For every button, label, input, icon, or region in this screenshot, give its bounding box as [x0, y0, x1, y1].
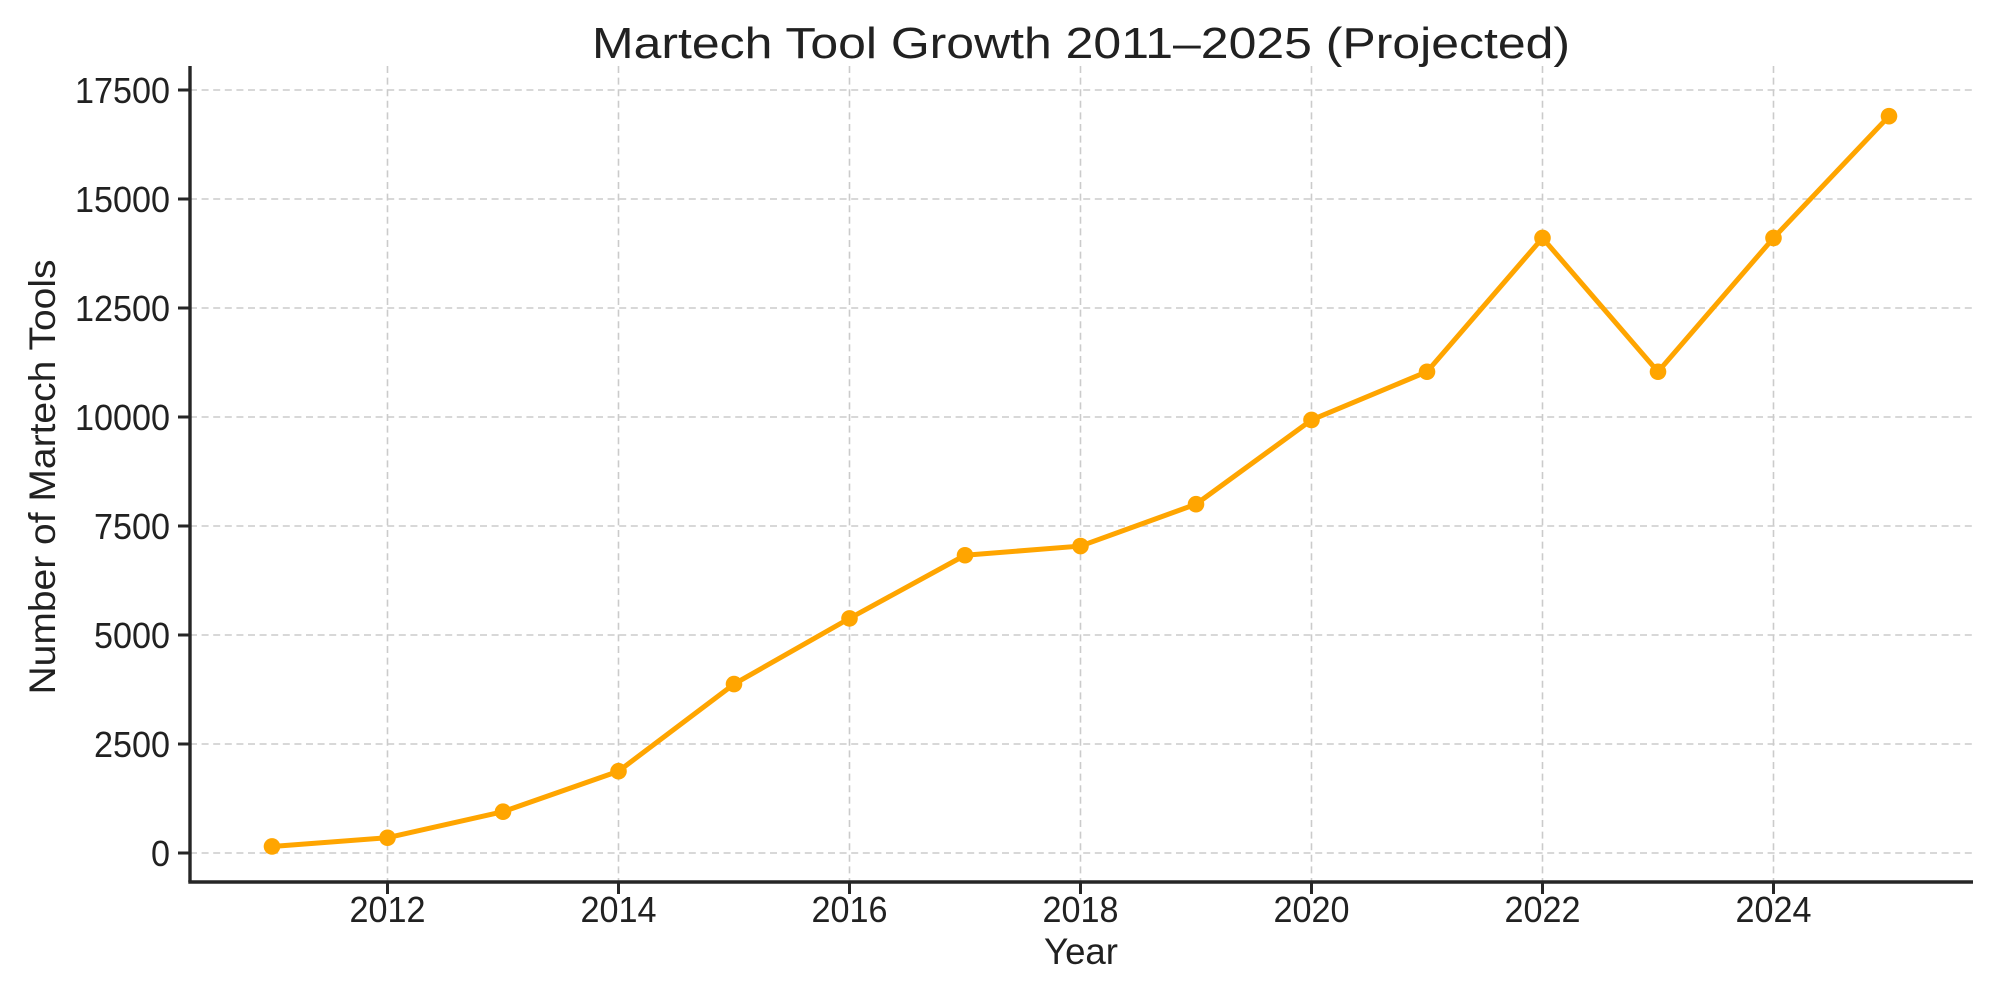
- data-point-marker: [1187, 495, 1205, 513]
- x-tick-label: 2018: [1043, 889, 1119, 930]
- x-tick-label: 2016: [812, 889, 888, 930]
- data-point-marker: [1303, 411, 1320, 429]
- data-point-marker: [263, 838, 281, 855]
- axes-spines: [188, 66, 1973, 884]
- x-tick-label: 2012: [350, 889, 426, 930]
- x-tick-labels: 2012 2014 2016 2018 2020 2022 2024: [350, 889, 1812, 930]
- y-tick-label: 12500: [75, 288, 170, 329]
- y-tick-label: 10000: [75, 397, 170, 438]
- data-point-marker: [1765, 229, 1782, 247]
- data-point-marker: [841, 610, 858, 627]
- data-point-marker: [1534, 229, 1551, 247]
- data-point-marker: [1072, 537, 1089, 555]
- y-tick-labels: 0 2500 5000 7500 10000 12500 15000 17500: [75, 70, 170, 874]
- y-tick-label: 5000: [94, 615, 170, 656]
- data-point-marker: [610, 762, 627, 780]
- x-axis-label: Year: [1044, 931, 1118, 972]
- y-tick-label: 15000: [75, 179, 170, 220]
- axis-ticks: [178, 88, 1775, 894]
- data-point-marker: [1649, 363, 1667, 381]
- y-tick-label: 0: [151, 833, 170, 874]
- chart-title: Martech Tool Growth 2011–2025 (Projected…: [592, 19, 1570, 68]
- data-point-marker: [956, 546, 974, 564]
- line-series: [263, 107, 1898, 855]
- x-tick-label: 2020: [1274, 889, 1350, 930]
- y-tick-label: 17500: [75, 70, 170, 111]
- data-point-marker: [1418, 363, 1436, 381]
- grid: [190, 66, 1972, 882]
- data-point-marker: [379, 829, 396, 847]
- x-tick-label: 2022: [1505, 889, 1581, 930]
- data-point-marker: [1880, 107, 1898, 125]
- data-point-marker: [494, 803, 512, 821]
- data-point-marker: [725, 675, 743, 693]
- y-axis-label: Number of Martech Tools: [22, 260, 63, 695]
- x-tick-label: 2014: [581, 889, 657, 930]
- y-tick-label: 7500: [94, 506, 170, 547]
- y-tick-label: 2500: [94, 724, 170, 765]
- x-tick-label: 2024: [1736, 889, 1812, 930]
